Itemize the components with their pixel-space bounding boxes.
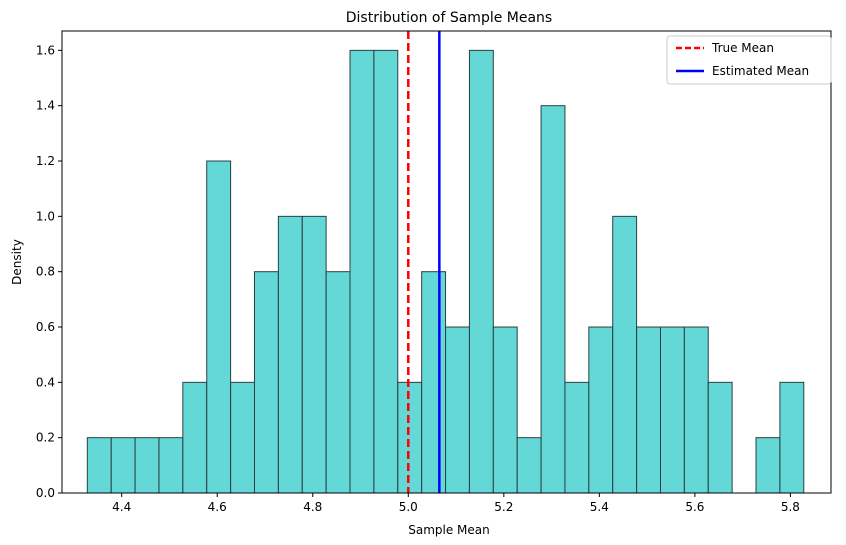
histogram-bar: [636, 326, 661, 494]
y-axis-label: Density: [10, 239, 24, 285]
x-tick-label: 4.6: [208, 500, 227, 514]
histogram-bar: [612, 215, 638, 494]
plot-frame: [61, 30, 832, 494]
x-tick-label: 5.0: [399, 500, 418, 514]
histogram-bar: [540, 105, 566, 494]
y-tick-label: 0.8: [36, 265, 55, 279]
histogram-bar: [301, 215, 327, 494]
y-tick-label: 1.6: [36, 43, 55, 57]
x-axis-ticks: 4.4 4.6 4.8 5.0 5.2 5.4 5.6 5.8: [112, 493, 800, 514]
histogram-bar: [588, 326, 614, 494]
legend: True Mean Estimated Mean: [666, 35, 832, 85]
histogram-bar: [755, 437, 781, 494]
histogram-bar: [158, 437, 184, 494]
y-tick-label: 1.4: [36, 99, 55, 113]
x-tick-label: 4.4: [112, 500, 131, 514]
histogram-bar: [110, 437, 136, 494]
histogram-bar: [86, 437, 112, 494]
x-axis-label: Sample Mean: [408, 523, 490, 537]
histogram-bar: [421, 271, 447, 494]
x-tick-label: 4.8: [303, 500, 322, 514]
histogram-bar: [277, 215, 303, 494]
y-tick-label: 1.2: [36, 154, 55, 168]
x-tick-label: 5.2: [494, 500, 513, 514]
histogram-bar: [492, 326, 518, 494]
histogram-bar: [564, 381, 590, 494]
x-tick-label: 5.8: [781, 500, 800, 514]
legend-label-estimated-mean: Estimated Mean: [712, 64, 809, 78]
histogram-bar: [349, 49, 375, 494]
x-tick-label: 5.6: [685, 500, 704, 514]
y-axis-ticks: 0.0 0.2 0.4 0.6 0.8 1.0 1.2 1.4 1.6: [36, 43, 62, 500]
histogram-bar: [516, 437, 542, 494]
histogram-bar: [397, 381, 423, 494]
bars-group: [86, 49, 805, 494]
histogram-bar: [683, 326, 709, 494]
histogram-bar: [779, 381, 805, 494]
histogram-bar: [707, 381, 733, 494]
histogram-bar: [253, 271, 279, 494]
histogram-bar: [468, 49, 494, 494]
histogram-bar: [206, 160, 232, 494]
histogram-bar: [373, 49, 399, 494]
histogram-bar: [325, 271, 351, 494]
reference-lines-group: [407, 31, 441, 493]
y-tick-label: 0.0: [36, 486, 55, 500]
legend-label-true-mean: True Mean: [711, 41, 774, 55]
histogram-bar: [182, 381, 208, 494]
chart-title: Distribution of Sample Means: [346, 10, 552, 26]
y-tick-label: 1.0: [36, 209, 55, 223]
histogram-bar: [445, 326, 470, 494]
histogram-bar: [230, 381, 255, 494]
legend-box: [666, 35, 832, 85]
y-tick-label: 0.6: [36, 320, 55, 334]
y-tick-label: 0.4: [36, 375, 55, 389]
histogram-bar: [134, 437, 160, 494]
y-tick-label: 0.2: [36, 431, 55, 445]
histogram-bar: [659, 326, 685, 494]
x-tick-label: 5.4: [590, 500, 609, 514]
